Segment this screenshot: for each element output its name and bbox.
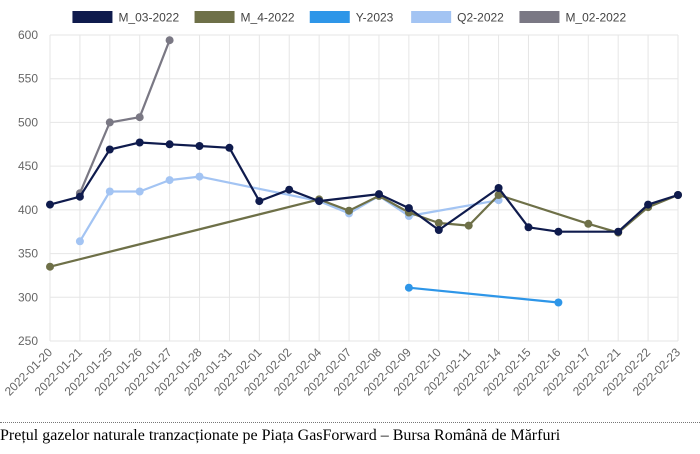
data-point-m-4-2022 xyxy=(46,262,54,271)
series-m-03-2022 xyxy=(46,138,682,236)
series-lines xyxy=(46,36,682,307)
line-chart: 250 300 350 400 450 500 550 600 2022-01-202022-… xyxy=(2,11,684,399)
data-point-q2-2022 xyxy=(165,176,174,185)
series-y-2023 xyxy=(404,283,563,307)
y-tick-label: 550 xyxy=(18,72,38,86)
data-point-m-4-2022 xyxy=(494,191,503,199)
data-point-m-03-2022 xyxy=(315,197,324,206)
data-point-m-03-2022 xyxy=(105,145,114,154)
data-point-m-02-2022 xyxy=(105,118,114,127)
legend-swatch xyxy=(309,11,350,23)
legend-label: Y-2023 xyxy=(356,11,394,25)
data-point-m-03-2022 xyxy=(404,204,413,213)
data-point-m-03-2022 xyxy=(494,184,503,192)
y-tick-label: 500 xyxy=(18,115,38,129)
legend-label: M_02-2022 xyxy=(565,11,626,25)
data-point-m-03-2022 xyxy=(524,223,533,232)
data-point-m-03-2022 xyxy=(255,197,264,206)
data-point-y-2023 xyxy=(554,298,563,307)
data-point-m-03-2022 xyxy=(644,200,653,209)
y-tick-label: 350 xyxy=(18,247,38,261)
legend-swatch xyxy=(519,11,560,23)
y-tick-label: 400 xyxy=(18,203,38,217)
data-point-m-02-2022 xyxy=(165,36,174,45)
legend-label: Q2-2022 xyxy=(457,11,504,25)
legend-label: M_4-2022 xyxy=(241,11,295,25)
legend-item-m-03-2022: M_03-2022 xyxy=(72,11,179,25)
legend-swatch xyxy=(411,11,452,23)
series-line-m-03-2022 xyxy=(49,141,679,233)
data-point-m-03-2022 xyxy=(285,185,294,194)
x-axis: 2022-01-202022-01-212022-01-252022-01-26… xyxy=(2,345,684,399)
legend-item-y-2023: Y-2023 xyxy=(309,11,394,25)
data-point-q2-2022 xyxy=(135,187,144,196)
data-point-m-4-2022 xyxy=(434,219,443,227)
data-point-m-03-2022 xyxy=(225,143,234,152)
data-point-m-03-2022 xyxy=(674,191,682,199)
data-point-m-03-2022 xyxy=(375,190,383,199)
data-point-m-03-2022 xyxy=(165,140,174,149)
y-axis: 250 300 350 400 450 500 550 600 xyxy=(18,28,38,348)
series-line-y-2023 xyxy=(408,286,559,304)
data-point-m-03-2022 xyxy=(195,142,204,150)
legend-item-q2-2022: Q2-2022 xyxy=(411,11,504,25)
y-tick-label: 450 xyxy=(18,159,38,173)
data-point-m-02-2022 xyxy=(135,113,144,122)
data-point-m-03-2022 xyxy=(75,192,84,201)
figure-caption: Prețul gazelor naturale tranzacționate p… xyxy=(0,422,700,450)
legend-swatch xyxy=(72,11,113,23)
grid xyxy=(49,34,679,342)
y-tick-label: 250 xyxy=(18,334,38,348)
legend-swatch xyxy=(194,11,235,23)
data-point-m-4-2022 xyxy=(584,219,593,228)
data-point-m-4-2022 xyxy=(345,206,353,215)
data-point-m-03-2022 xyxy=(46,200,54,209)
data-point-q2-2022 xyxy=(75,237,84,246)
series-line-q2-2022 xyxy=(78,175,499,242)
legend-label: M_03-2022 xyxy=(118,11,179,25)
series-m-02-2022 xyxy=(75,36,174,198)
y-tick-label: 300 xyxy=(18,290,38,304)
series-line-m-02-2022 xyxy=(78,39,171,194)
y-tick-label: 600 xyxy=(18,28,38,42)
data-point-q2-2022 xyxy=(195,172,204,181)
data-point-y-2023 xyxy=(404,283,413,292)
legend-item-m-02-2022: M_02-2022 xyxy=(519,11,626,25)
legend-item-m-4-2022: M_4-2022 xyxy=(194,11,295,25)
legend: M_03-2022 M_4-2022 Y-2023 Q2-2022 M_02-2022 xyxy=(72,11,626,25)
data-point-m-03-2022 xyxy=(614,227,623,236)
data-point-q2-2022 xyxy=(105,187,114,196)
data-point-m-4-2022 xyxy=(464,221,473,230)
data-point-m-03-2022 xyxy=(135,138,144,147)
data-point-m-03-2022 xyxy=(434,226,443,234)
data-point-m-03-2022 xyxy=(554,227,563,236)
